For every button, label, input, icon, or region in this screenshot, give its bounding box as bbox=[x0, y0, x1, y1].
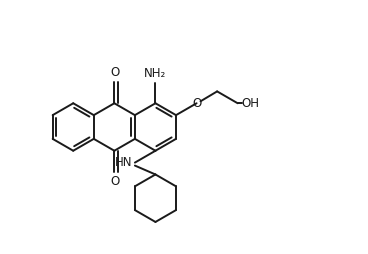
Text: HN: HN bbox=[114, 156, 132, 169]
Text: O: O bbox=[111, 66, 120, 80]
Text: O: O bbox=[192, 97, 201, 110]
Text: O: O bbox=[111, 174, 120, 188]
Text: OH: OH bbox=[242, 97, 260, 110]
Text: NH₂: NH₂ bbox=[144, 67, 167, 80]
